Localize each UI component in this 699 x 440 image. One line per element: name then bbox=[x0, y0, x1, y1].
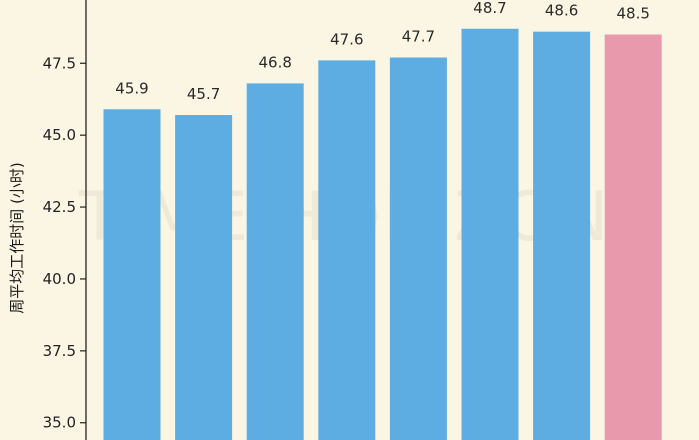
bar-value-label: 45.7 bbox=[187, 85, 220, 103]
y-tick-label: 35.0 bbox=[43, 414, 76, 432]
y-ticks: 35.0 37.5 40.0 42.5 45.0 47.5 bbox=[43, 54, 86, 432]
y-tick-label: 42.5 bbox=[43, 198, 76, 216]
y-tick-label: 47.5 bbox=[43, 54, 76, 72]
bar-value-label: 48.6 bbox=[545, 2, 578, 20]
y-axis-title: 周平均工作时间 (小时) bbox=[8, 162, 26, 313]
y-tick-label: 45.0 bbox=[43, 126, 76, 144]
bar-value-label: 48.5 bbox=[616, 5, 649, 23]
bar bbox=[461, 28, 519, 440]
bar bbox=[246, 83, 304, 440]
bars bbox=[103, 28, 662, 440]
bar-value-label: 47.7 bbox=[402, 28, 435, 46]
bar-labels: 45.9 45.7 46.8 47.6 47.7 48.7 48.6 48.5 bbox=[115, 0, 650, 103]
y-tick-label: 37.5 bbox=[43, 342, 76, 360]
bar-value-label: 47.6 bbox=[330, 30, 363, 48]
bar bbox=[318, 60, 376, 440]
bar bbox=[389, 57, 447, 440]
bar-value-label: 45.9 bbox=[115, 79, 148, 97]
bar-value-label: 48.7 bbox=[473, 0, 506, 17]
bar bbox=[175, 115, 233, 440]
bar-value-label: 46.8 bbox=[258, 53, 291, 71]
bar bbox=[604, 34, 662, 440]
bar bbox=[103, 109, 161, 440]
y-tick-label: 40.0 bbox=[43, 270, 76, 288]
bar bbox=[533, 31, 591, 440]
